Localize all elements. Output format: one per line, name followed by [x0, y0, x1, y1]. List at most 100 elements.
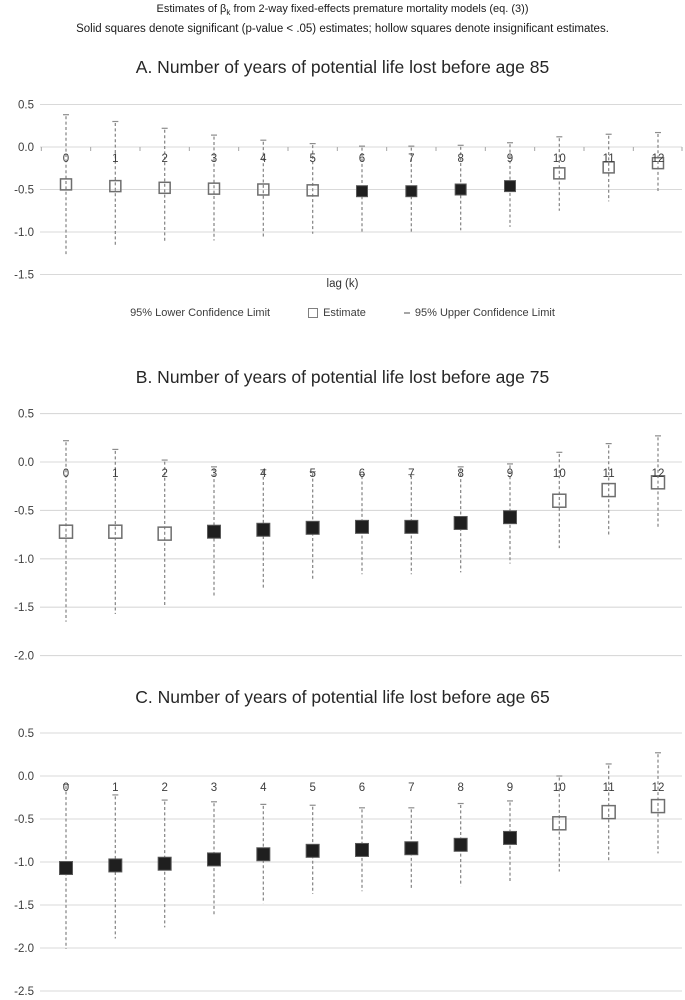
x-category-label: 3	[211, 782, 217, 794]
estimate-marker-solid	[305, 520, 320, 535]
figure-caption-line1: Estimates of βk from 2-way fixed-effects…	[0, 3, 685, 17]
estimate-marker-hollow	[59, 178, 73, 191]
estimate-marker-solid	[355, 185, 368, 198]
legend-upper-ci-label: 95% Upper Confidence Limit	[414, 307, 555, 319]
estimate-marker-hollow	[157, 526, 172, 541]
estimate-marker-solid	[502, 830, 517, 845]
x-category-label: 6	[359, 153, 365, 165]
y-tick-label: 0.5	[18, 100, 34, 112]
estimate-marker-hollow	[552, 816, 567, 831]
x-category-label: 7	[408, 468, 414, 480]
estimate-marker-solid	[502, 510, 517, 525]
y-tick-label: -1.0	[14, 857, 34, 869]
x-category-label: 9	[507, 468, 513, 480]
y-tick-label: -1.0	[14, 554, 34, 566]
x-category-label: 5	[309, 468, 315, 480]
panel-b-title: B. Number of years of potential life los…	[135, 367, 550, 387]
y-tick-label: -2.5	[14, 986, 34, 998]
y-tick-label: -1.5	[14, 270, 34, 282]
estimate-marker-solid	[354, 842, 369, 857]
x-category-label: 2	[161, 153, 167, 165]
estimate-marker-hollow	[207, 182, 221, 195]
panel-a-title: A. Number of years of potential life los…	[135, 57, 550, 77]
legend-lower-ci-label: 95% Lower Confidence Limit	[130, 307, 271, 319]
estimate-marker-solid	[405, 185, 418, 198]
x-category-label: 0	[63, 782, 69, 794]
y-tick-label: -0.5	[14, 814, 34, 826]
estimate-marker-hollow	[552, 493, 567, 508]
y-tick-label: 0.5	[18, 728, 34, 740]
x-category-label: 7	[408, 782, 414, 794]
dash-marker-icon	[403, 312, 410, 314]
y-tick-label: -2.0	[14, 943, 34, 955]
y-tick-label: 0.0	[18, 771, 34, 783]
panel-c-title: C. Number of years of potential life los…	[135, 687, 550, 707]
x-category-label: 7	[408, 153, 414, 165]
x-category-label: 1	[112, 782, 118, 794]
y-tick-label: 0.0	[18, 142, 34, 154]
x-category-label: 10	[553, 782, 566, 794]
panel-c-chart: 0.50.0-0.5-1.0-1.5-2.0-2.50 1 2 3 4 5 6 7 8 9 10 11…	[14, 728, 682, 998]
x-category-label: 4	[260, 782, 267, 794]
x-category-label: 4	[260, 153, 267, 165]
x-category-label: 4	[260, 468, 267, 480]
x-category-label: 3	[211, 153, 217, 165]
caption-beta-subscript: k	[226, 8, 231, 18]
x-category-label: 2	[161, 782, 167, 794]
estimate-marker-hollow	[602, 161, 615, 174]
estimate-marker-solid	[454, 183, 467, 196]
x-category-label: 9	[507, 782, 513, 794]
y-tick-label: -1.5	[14, 900, 34, 912]
x-category-label: 0	[63, 153, 69, 165]
panel-b-chart: 0.50.0-0.5-1.0-1.5-2.00 1 2 3 4 5 6 7 8 9 10 11 12	[14, 409, 682, 663]
estimate-marker-solid	[256, 847, 271, 862]
y-tick-label: 0.0	[18, 457, 34, 469]
x-category-label: 10	[553, 468, 566, 480]
estimate-marker-hollow	[108, 524, 123, 539]
x-category-label: 12	[652, 782, 665, 794]
estimate-marker-solid	[59, 861, 73, 876]
x-category-label: 2	[161, 468, 167, 480]
estimate-marker-hollow	[58, 524, 74, 539]
x-category-label: 6	[359, 468, 365, 480]
estimate-marker-solid	[453, 515, 468, 530]
y-tick-label: -0.5	[14, 505, 34, 517]
estimate-marker-solid	[404, 841, 419, 856]
y-tick-label: -0.5	[14, 185, 34, 197]
x-category-label: 5	[309, 153, 315, 165]
estimate-marker-hollow	[650, 475, 666, 490]
estimate-marker-solid	[206, 852, 221, 867]
legend-item-upper-ci: 95% Upper Confidence Limit	[403, 307, 555, 319]
estimate-marker-solid	[453, 837, 468, 852]
estimate-marker-solid	[503, 180, 516, 193]
y-tick-label: -1.5	[14, 602, 34, 614]
x-category-label: 3	[211, 468, 217, 480]
x-category-label: 1	[112, 153, 118, 165]
estimate-marker-solid	[354, 519, 369, 534]
x-category-label: 12	[652, 468, 665, 480]
estimate-marker-hollow	[109, 179, 122, 193]
x-category-label: 1	[112, 468, 118, 480]
x-category-label: 10	[553, 153, 566, 165]
estimate-marker-solid	[108, 858, 123, 873]
estimate-marker-hollow	[601, 482, 616, 498]
estimate-marker-hollow	[306, 184, 319, 197]
estimate-marker-hollow	[158, 181, 171, 195]
panel-a-chart: 0.50.0-0.5-1.0-1.50 1 2 3 4 5 6 7 8 9 10 11 12	[14, 100, 683, 282]
caption-suffix: from 2-way fixed-effects premature morta…	[230, 3, 529, 15]
y-tick-label: 0.5	[18, 409, 34, 421]
x-category-label: 12	[652, 153, 665, 165]
x-category-label: 6	[359, 782, 365, 794]
x-category-label: 11	[603, 468, 615, 480]
estimate-marker-hollow	[257, 183, 270, 196]
x-category-label: 11	[603, 153, 615, 165]
x-category-label: 8	[457, 468, 463, 480]
estimate-marker-hollow	[601, 804, 616, 820]
estimate-marker-solid	[256, 522, 271, 537]
estimate-marker-solid	[157, 856, 172, 871]
estimate-marker-solid	[206, 524, 221, 539]
estimate-marker-solid	[404, 519, 419, 534]
estimate-marker-hollow	[650, 798, 666, 814]
estimate-marker-hollow	[553, 167, 566, 180]
x-category-label: 11	[603, 782, 615, 794]
